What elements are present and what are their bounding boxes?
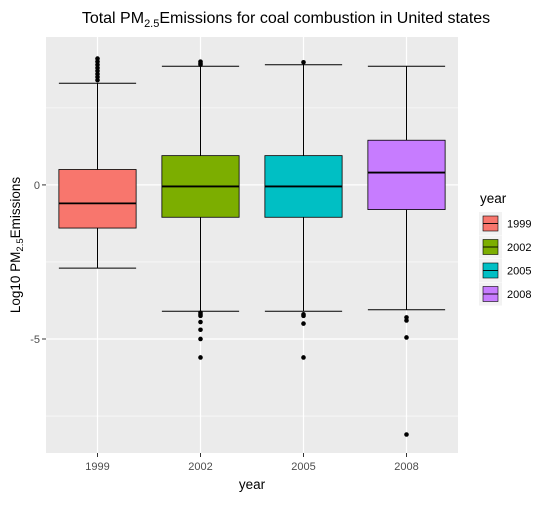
outlier-point xyxy=(301,355,306,360)
y-tick-label: -5 xyxy=(30,334,40,346)
chart-title-suffix: Emissions for coal combustion in United … xyxy=(159,10,490,27)
outlier-point xyxy=(404,318,409,323)
outlier-point xyxy=(198,319,203,325)
legend-label: 2002 xyxy=(507,242,531,254)
box-iqr xyxy=(367,139,446,210)
chart-title-subscript: 2.5 xyxy=(144,18,159,30)
outlier-point xyxy=(95,56,100,61)
outlier-point xyxy=(301,59,306,65)
x-tick-label: 1999 xyxy=(85,461,109,473)
legend-entry-2005: 2005 xyxy=(479,259,531,282)
legend-label: 1999 xyxy=(507,219,531,231)
outlier-point xyxy=(198,313,203,319)
outlier-point xyxy=(198,355,203,360)
box-2002 xyxy=(161,59,240,360)
legend-label: 2008 xyxy=(507,289,531,301)
y-axis-title-prefix: Log10 PM xyxy=(8,252,23,314)
y-axis-title-suffix: Emissions xyxy=(8,177,23,239)
outlier-point xyxy=(198,336,203,342)
legend: year 1999 2002 2005 2008 xyxy=(479,191,531,306)
box-iqr xyxy=(58,169,137,229)
outlier-point xyxy=(404,335,409,340)
box-2008 xyxy=(367,65,446,437)
outlier-point xyxy=(198,327,203,333)
legend-entry-2008: 2008 xyxy=(479,282,531,306)
box-layer xyxy=(58,56,446,437)
legend-label: 2005 xyxy=(507,266,531,278)
x-tick-label: 2002 xyxy=(188,461,212,473)
x-axis-title: year xyxy=(239,477,266,492)
box-2005 xyxy=(264,59,343,360)
outlier-point xyxy=(301,321,306,326)
y-tick-label: 0 xyxy=(34,180,40,192)
chart-title: Total PM2.5Emissions for coal combustion… xyxy=(82,10,490,30)
outlier-point xyxy=(404,432,409,437)
outlier-point xyxy=(301,313,306,319)
legend-entries: 1999 2002 2005 2008 xyxy=(479,212,531,306)
legend-entry-1999: 1999 xyxy=(479,212,531,235)
chart-title-prefix: Total PM xyxy=(82,10,144,27)
box-1999 xyxy=(58,56,137,269)
x-tick-label: 2008 xyxy=(394,461,418,473)
x-tick-label: 2005 xyxy=(291,461,315,473)
legend-title: year xyxy=(480,191,507,206)
legend-entry-2002: 2002 xyxy=(479,235,531,259)
y-axis-title: Log10 PM2.5Emissions xyxy=(8,177,26,314)
y-axis-title-subscript: 2.5 xyxy=(15,238,26,251)
outlier-point xyxy=(198,59,203,64)
axis-layer: -5 0 1999 2002 2005 2008 xyxy=(30,180,419,473)
plot-panel xyxy=(46,37,458,453)
